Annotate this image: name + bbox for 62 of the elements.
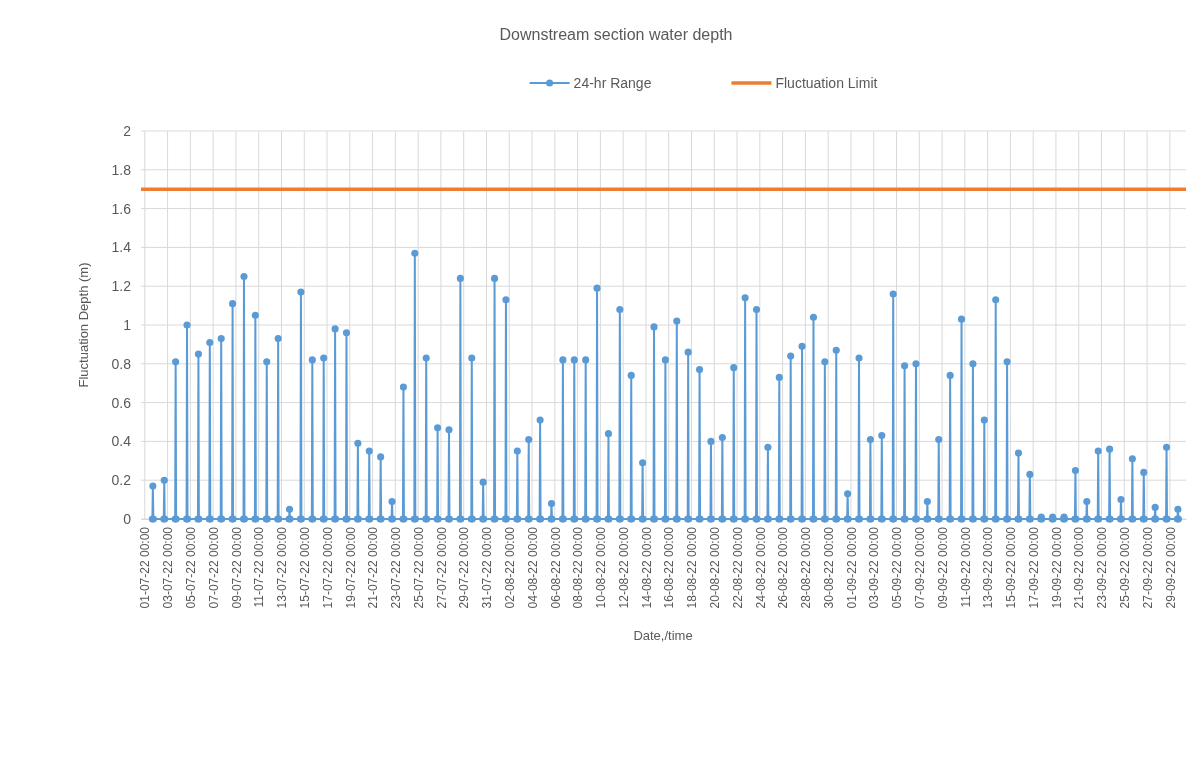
x-tick-label: 21-07-22 00:00 xyxy=(366,526,381,609)
x-tick-label: 25-09-22 00:00 xyxy=(1118,526,1133,609)
x-tick-label: 29-09-22 00:00 xyxy=(1163,526,1178,609)
x-tick-label: 03-07-22 00:00 xyxy=(161,526,176,609)
x-tick-label: 27-09-22 00:00 xyxy=(1140,526,1155,609)
y-tick-label: 0 xyxy=(123,510,132,527)
y-tick-label: 0.4 xyxy=(111,433,132,450)
x-tick-label: 07-07-22 00:00 xyxy=(206,526,221,609)
x-tick-label: 26-08-22 00:00 xyxy=(776,526,791,609)
y-tick-label: 1.6 xyxy=(111,200,132,217)
x-tick-label: 01-09-22 00:00 xyxy=(844,526,859,609)
x-tick-label: 01-07-22 00:00 xyxy=(138,526,153,609)
x-tick-label: 10-08-22 00:00 xyxy=(594,526,609,609)
y-tick-label: 2 xyxy=(123,122,132,139)
x-tick-label: 08-08-22 00:00 xyxy=(571,526,586,609)
y-tick-label: 1 xyxy=(123,316,132,333)
x-tick-label: 13-07-22 00:00 xyxy=(275,526,290,609)
y-tick-label: 0.8 xyxy=(111,355,132,372)
x-tick-label: 25-07-22 00:00 xyxy=(411,526,426,609)
x-tick-label: 30-08-22 00:00 xyxy=(821,526,836,609)
x-tick-label: 07-09-22 00:00 xyxy=(912,526,927,609)
x-tick-label: 22-08-22 00:00 xyxy=(730,526,745,609)
x-tick-label: 14-08-22 00:00 xyxy=(639,526,654,609)
y-axis-title: Fluctuation Depth (m) xyxy=(76,262,91,388)
x-tick-label: 11-07-22 00:00 xyxy=(252,526,267,608)
x-tick-label: 03-09-22 00:00 xyxy=(867,526,882,609)
legend-label: Fluctuation Limit xyxy=(775,74,878,91)
x-tick-label: 11-09-22 00:00 xyxy=(958,526,973,608)
x-tick-label: 24-08-22 00:00 xyxy=(753,526,768,609)
x-tick-label: 16-08-22 00:00 xyxy=(662,526,677,609)
y-tick-label: 1.2 xyxy=(111,278,132,295)
chart-title: Downstream section water depth xyxy=(499,26,733,43)
legend-label: 24-hr Range xyxy=(573,74,652,91)
x-tick-label: 06-08-22 00:00 xyxy=(548,526,563,609)
y-tick-label: 0.2 xyxy=(111,472,132,489)
x-tick-label: 05-09-22 00:00 xyxy=(890,526,905,609)
x-tick-label: 17-09-22 00:00 xyxy=(1026,526,1041,609)
x-tick-label: 18-08-22 00:00 xyxy=(685,526,700,609)
x-tick-label: 15-09-22 00:00 xyxy=(1004,526,1019,609)
x-tick-label: 20-08-22 00:00 xyxy=(707,526,722,609)
x-tick-label: 02-08-22 00:00 xyxy=(502,526,517,609)
x-tick-label: 17-07-22 00:00 xyxy=(320,526,335,609)
x-tick-label: 09-07-22 00:00 xyxy=(229,526,244,609)
x-tick-label: 21-09-22 00:00 xyxy=(1072,526,1087,609)
x-axis-title: Date,/time xyxy=(633,628,693,643)
x-tick-label: 19-09-22 00:00 xyxy=(1049,526,1064,609)
x-tick-label: 27-07-22 00:00 xyxy=(434,526,449,609)
x-tick-label: 29-07-22 00:00 xyxy=(457,526,472,609)
x-tick-label: 04-08-22 00:00 xyxy=(525,526,540,609)
x-tick-label: 13-09-22 00:00 xyxy=(981,526,996,609)
x-tick-label: 19-07-22 00:00 xyxy=(343,526,358,609)
y-tick-label: 0.6 xyxy=(111,394,132,411)
x-tick-label: 28-08-22 00:00 xyxy=(799,526,814,609)
x-tick-label: 23-07-22 00:00 xyxy=(389,526,404,609)
y-tick-label: 1.8 xyxy=(111,161,132,178)
x-tick-label: 05-07-22 00:00 xyxy=(184,526,199,609)
x-tick-label: 23-09-22 00:00 xyxy=(1095,526,1110,609)
y-tick-label: 1.4 xyxy=(111,239,132,256)
x-tick-label: 12-08-22 00:00 xyxy=(616,526,631,609)
x-tick-label: 09-09-22 00:00 xyxy=(935,526,950,609)
x-tick-label: 15-07-22 00:00 xyxy=(297,526,312,609)
x-tick-label: 31-07-22 00:00 xyxy=(480,526,495,609)
